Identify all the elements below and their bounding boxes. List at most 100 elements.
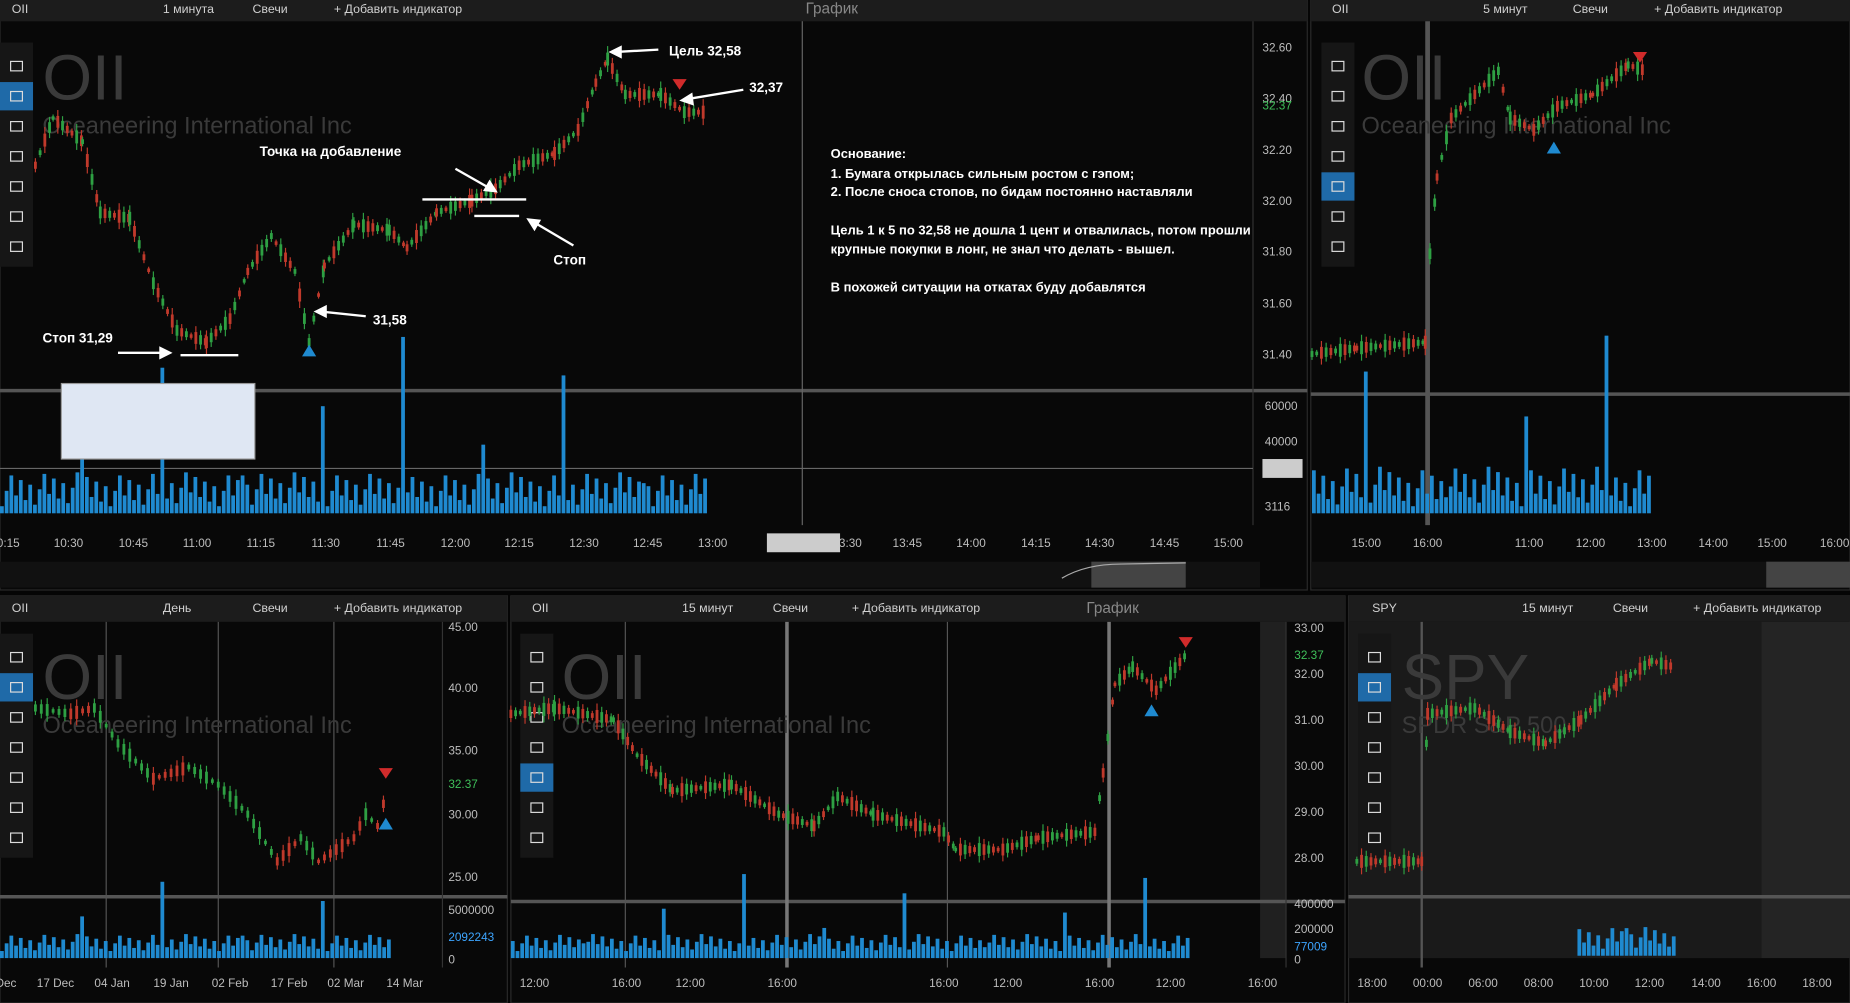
candle-body [1111,699,1115,705]
candle-body [161,298,165,306]
tool-icon[interactable] [1368,742,1382,753]
tool-icon[interactable] [530,682,544,693]
tool-icon[interactable] [1331,181,1345,192]
volume-bar [320,901,325,959]
header-symbol[interactable]: OII [12,601,29,615]
tool-icon[interactable] [1331,120,1345,132]
header-style[interactable]: Свечи [1613,601,1648,615]
candle-body [567,707,571,714]
tool-icon[interactable] [1331,241,1345,252]
candle-body [546,152,549,159]
tool-icon[interactable] [10,802,24,813]
tool-selected[interactable] [0,673,34,702]
candle-body [1541,116,1545,124]
header-interval[interactable]: 15 минут [1522,601,1574,615]
header-add[interactable]: + Добавить индикатор [334,601,462,615]
tool-icon[interactable] [10,60,24,72]
header-style[interactable]: Свечи [252,2,287,16]
header-symbol[interactable]: OII [1332,2,1349,16]
header-style[interactable]: Свечи [252,601,287,615]
tool-icon[interactable] [10,181,24,192]
tool-selected[interactable] [0,82,34,111]
header-title[interactable]: График [806,1,859,18]
tool-icon[interactable] [10,241,24,252]
volume-bar [883,934,888,959]
candle-body [1508,111,1512,125]
tool-icon[interactable] [10,712,24,723]
volume-bar [1629,934,1634,956]
tool-icon[interactable] [1368,772,1382,783]
tool-icon[interactable] [530,832,544,844]
volume-bar [1623,482,1628,514]
note-heading: Основание: [831,146,906,161]
drawing-toolbars[interactable] [0,42,1392,858]
tool-icon[interactable] [10,651,24,663]
tool-icon[interactable] [1368,712,1382,723]
candle-body [1614,68,1618,82]
candle-body [103,208,107,219]
tool-icon[interactable] [530,802,544,813]
tool-selected[interactable] [520,763,554,792]
candle-body [635,753,639,757]
candle-body [151,772,155,785]
tool-icon[interactable] [10,151,24,162]
tool-icon[interactable] [10,120,24,132]
tool-icon[interactable] [1331,90,1345,102]
tool-icon[interactable] [530,712,544,723]
tool-selected[interactable] [1358,673,1392,702]
candle-body [1369,857,1373,866]
tool-icon[interactable] [1368,682,1382,693]
candle-body [541,153,545,162]
header-symbol[interactable]: SPY [1372,601,1397,615]
tool-icon[interactable] [1368,832,1382,844]
time-tick-label: 10:45 [119,537,149,550]
volume-bar [1533,493,1538,514]
tool-icon[interactable] [1368,802,1382,813]
volume-bar [1086,940,1091,959]
volume-bar [1373,484,1378,514]
header-symbol[interactable]: OII [12,2,29,16]
tool-icon[interactable] [530,772,544,783]
tool-icon[interactable] [10,772,24,783]
header-add[interactable]: + Добавить индикатор [852,601,980,615]
header-add[interactable]: + Добавить индикатор [1693,601,1821,615]
tool-selected[interactable] [1321,172,1355,201]
tool-icon[interactable] [1331,211,1345,222]
candle-body [1348,344,1352,354]
header-add[interactable]: + Добавить индикатор [334,2,462,16]
volume-bar [1311,470,1316,514]
tool-icon[interactable] [530,742,544,753]
header-interval[interactable]: 1 минута [163,2,214,16]
header-title[interactable]: График [1086,600,1139,617]
candle-body [1619,675,1623,687]
candle-body [664,92,667,104]
candle-body [633,92,637,97]
tool-icon[interactable] [530,651,544,663]
tool-icon[interactable] [1331,60,1345,72]
header-style[interactable]: Свечи [773,601,808,615]
candle-body [357,222,361,228]
header-symbol[interactable]: OII [532,601,549,615]
tool-icon[interactable] [10,211,24,222]
tool-icon[interactable] [10,682,24,693]
tool-icon[interactable] [10,832,24,844]
tool-icon[interactable] [1368,651,1382,663]
candle-body [1591,92,1595,97]
tool-icon[interactable] [10,90,24,102]
tool-icon[interactable] [10,742,24,753]
volume-bar [940,948,945,959]
header-interval[interactable]: День [163,601,192,615]
candle-body [1636,61,1640,75]
header-interval[interactable]: 5 минут [1483,2,1528,16]
header-interval[interactable]: 15 минут [682,601,734,615]
header-add[interactable]: + Добавить индикатор [1654,2,1782,16]
candle-body [293,269,297,274]
candle-body [1454,706,1458,715]
header-style[interactable]: Свечи [1573,2,1608,16]
volume-bar [1596,935,1601,956]
volume-bar [339,495,344,514]
candle-body [38,150,42,156]
volume-bar [1595,466,1599,514]
volume-bar [921,944,926,959]
tool-icon[interactable] [1331,151,1345,162]
